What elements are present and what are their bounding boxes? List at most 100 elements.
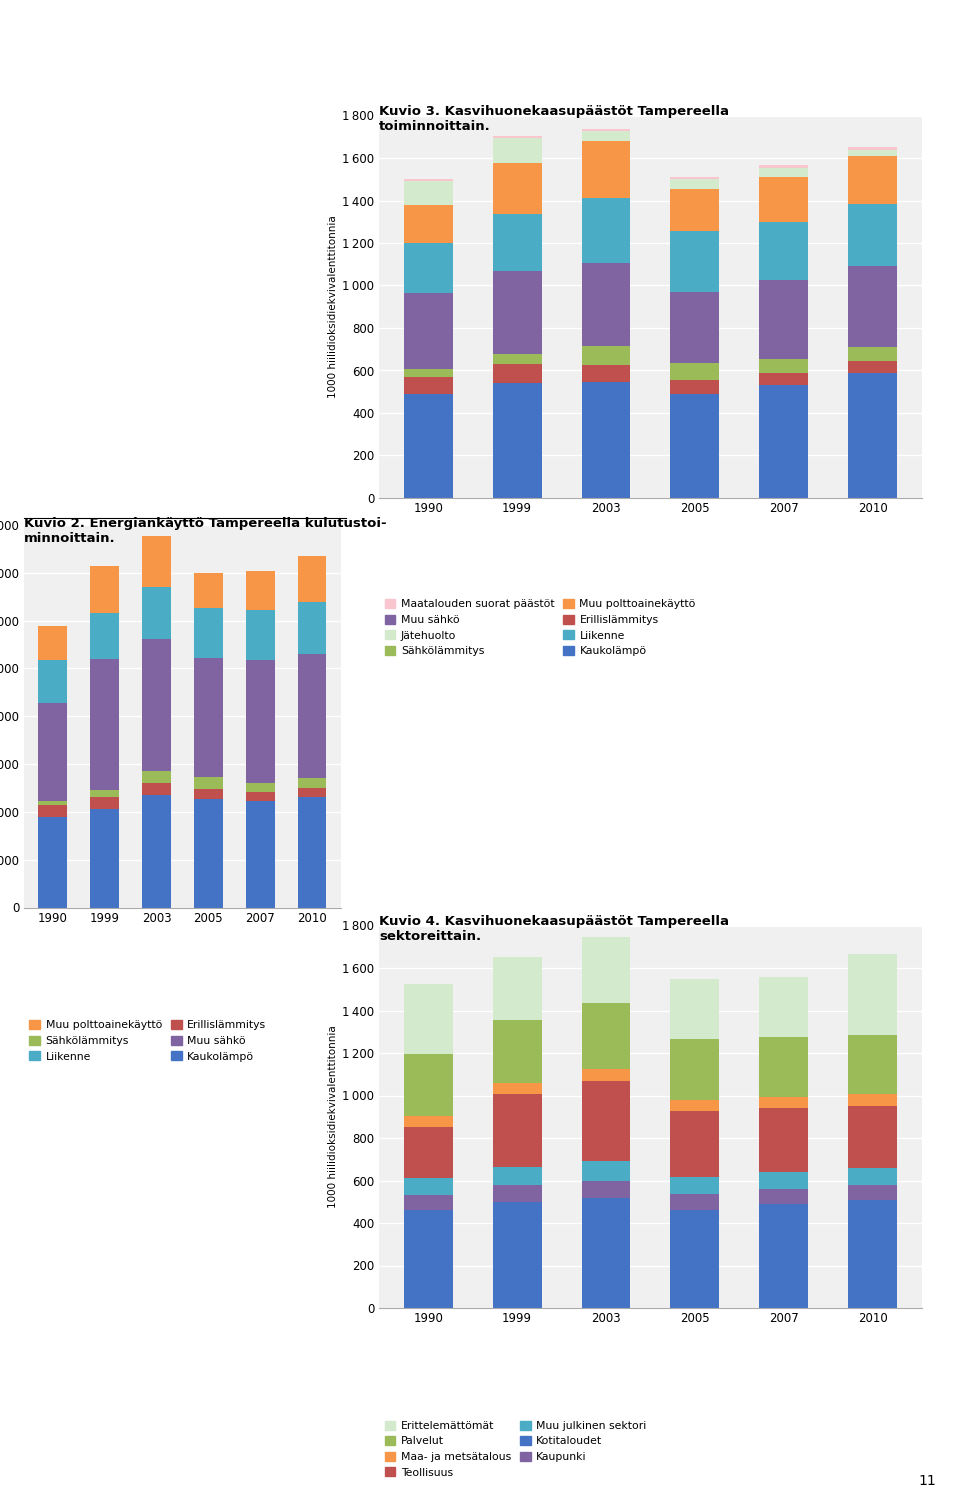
Bar: [670, 1100, 719, 1112]
Bar: [194, 658, 223, 777]
Bar: [670, 363, 719, 380]
Bar: [404, 369, 453, 376]
Bar: [759, 165, 808, 168]
Bar: [404, 1196, 453, 1210]
Bar: [670, 1210, 719, 1308]
Bar: [194, 777, 223, 789]
Bar: [298, 556, 326, 602]
Bar: [142, 771, 171, 783]
Bar: [848, 204, 897, 267]
Bar: [492, 164, 541, 214]
Bar: [404, 180, 453, 182]
Bar: [38, 801, 67, 806]
Bar: [194, 789, 223, 800]
Bar: [582, 346, 631, 364]
Bar: [670, 180, 719, 189]
Bar: [759, 1190, 808, 1204]
Bar: [194, 608, 223, 658]
Bar: [492, 1185, 541, 1202]
Bar: [582, 938, 631, 1004]
Bar: [582, 141, 631, 198]
Bar: [492, 138, 541, 164]
Bar: [670, 1194, 719, 1210]
Bar: [759, 976, 808, 1036]
Bar: [194, 573, 223, 608]
Legend: Erittelemättömät, Palvelut, Maa- ja metsätalous, Teollisuus, Muu julkinen sektor: Erittelemättömät, Palvelut, Maa- ja mets…: [385, 1420, 646, 1478]
Bar: [298, 654, 326, 778]
Bar: [670, 380, 719, 394]
Bar: [90, 796, 119, 810]
Bar: [492, 270, 541, 354]
Bar: [759, 1108, 808, 1172]
Bar: [582, 262, 631, 346]
Bar: [582, 1197, 631, 1308]
Legend: Maatalouden suorat päästöt, Muu sähkö, Jätehuolto, Sähkölämmitys, Muu polttoaine: Maatalouden suorat päästöt, Muu sähkö, J…: [385, 598, 696, 656]
Bar: [404, 206, 453, 243]
Bar: [670, 292, 719, 363]
Bar: [404, 376, 453, 394]
Bar: [298, 778, 326, 788]
Bar: [404, 1210, 453, 1308]
Bar: [848, 1035, 897, 1095]
Bar: [492, 1083, 541, 1095]
Bar: [142, 586, 171, 639]
Bar: [404, 243, 453, 292]
Bar: [848, 267, 897, 346]
Bar: [492, 214, 541, 270]
Bar: [38, 704, 67, 801]
Bar: [848, 372, 897, 498]
Bar: [246, 572, 275, 610]
Bar: [246, 801, 275, 907]
Bar: [582, 364, 631, 382]
Bar: [759, 1036, 808, 1096]
Bar: [142, 639, 171, 771]
Bar: [582, 1070, 631, 1080]
Bar: [670, 231, 719, 292]
Bar: [404, 292, 453, 369]
Bar: [848, 1167, 897, 1185]
Bar: [298, 788, 326, 796]
Bar: [848, 362, 897, 372]
Bar: [759, 168, 808, 177]
Bar: [142, 795, 171, 907]
Bar: [404, 1179, 453, 1196]
Bar: [759, 1204, 808, 1308]
Bar: [582, 198, 631, 262]
Bar: [298, 796, 326, 907]
Bar: [848, 150, 897, 156]
Bar: [404, 182, 453, 206]
Bar: [38, 806, 67, 816]
Bar: [848, 1095, 897, 1106]
Bar: [759, 386, 808, 498]
Bar: [848, 346, 897, 362]
Bar: [246, 783, 275, 792]
Bar: [298, 602, 326, 654]
Bar: [404, 1116, 453, 1128]
Y-axis label: 1000 hiilidioksidiekvivalenttitonnia: 1000 hiilidioksidiekvivalenttitonnia: [328, 1026, 338, 1208]
Bar: [90, 790, 119, 796]
Bar: [90, 566, 119, 614]
Bar: [492, 384, 541, 498]
Bar: [582, 1080, 631, 1161]
Bar: [759, 1172, 808, 1190]
Bar: [670, 189, 719, 231]
Bar: [582, 382, 631, 498]
Bar: [90, 658, 119, 790]
Bar: [848, 1106, 897, 1167]
Bar: [142, 537, 171, 586]
Bar: [246, 660, 275, 783]
Bar: [670, 978, 719, 1040]
Bar: [759, 280, 808, 358]
Bar: [759, 1096, 808, 1108]
Bar: [670, 177, 719, 180]
Bar: [670, 1040, 719, 1100]
Text: Kuvio 2. Energiankäyttö Tampereella kulutustoi-
minnoittain.: Kuvio 2. Energiankäyttö Tampereella kulu…: [24, 518, 387, 546]
Bar: [582, 1161, 631, 1180]
Bar: [194, 800, 223, 907]
Bar: [582, 1004, 631, 1070]
Text: Kuvio 4. Kasvihuonekaasupäästöt Tampereella
sektoreittain.: Kuvio 4. Kasvihuonekaasupäästöt Tamperee…: [379, 915, 730, 944]
Bar: [404, 1128, 453, 1179]
Bar: [848, 1200, 897, 1308]
Bar: [38, 627, 67, 660]
Bar: [246, 792, 275, 801]
